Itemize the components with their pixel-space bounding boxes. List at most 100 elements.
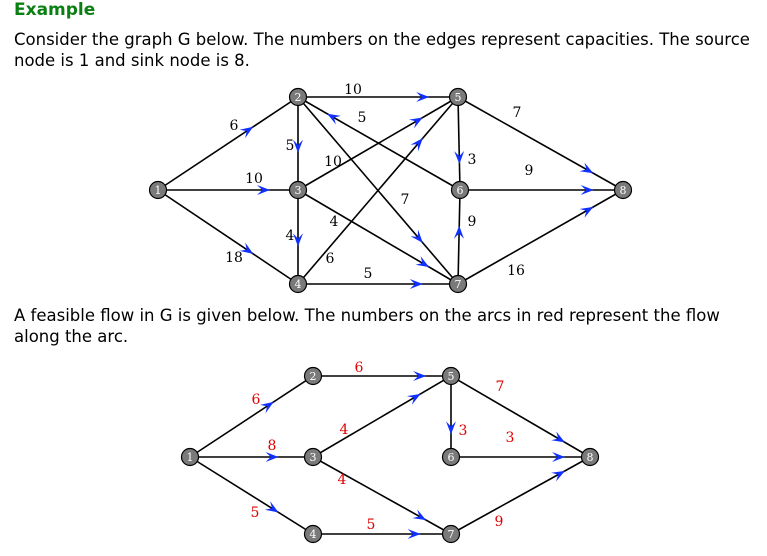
node-7: 7 <box>448 274 468 294</box>
node-2: 2 <box>303 366 323 386</box>
edge-5-8 <box>450 375 591 458</box>
arrowhead-2-5 <box>416 92 430 102</box>
arrowhead-1-4 <box>239 242 254 254</box>
arrowhead-5-8 <box>579 162 594 174</box>
svg-text:2: 2 <box>295 91 302 104</box>
svg-text:2: 2 <box>310 370 317 383</box>
edge-5-8 <box>457 96 624 191</box>
edge-label-6-8: 9 <box>525 163 534 179</box>
node-6: 6 <box>450 180 470 200</box>
svg-text:4: 4 <box>310 528 317 541</box>
svg-text:6: 6 <box>448 451 455 464</box>
svg-text:8: 8 <box>587 451 594 464</box>
arrowhead-5-6 <box>446 421 456 435</box>
edge-label-3-7: 4 <box>338 472 347 488</box>
node-5: 5 <box>441 366 461 386</box>
node-5: 5 <box>448 87 468 107</box>
edge-label-7-8: 9 <box>495 514 504 530</box>
edge-label-3-4: 4 <box>286 228 295 244</box>
edge-label-4-7: 5 <box>367 517 376 533</box>
node-3: 3 <box>303 447 323 467</box>
arrowhead-3-4 <box>293 233 303 247</box>
edge-label-5-8: 7 <box>496 379 505 395</box>
edge-7-8 <box>457 189 624 285</box>
example-title: Example <box>14 0 96 20</box>
edge-label-5-6: 3 <box>468 152 477 168</box>
node-8: 8 <box>613 180 633 200</box>
node-2: 2 <box>288 87 308 107</box>
edge-1-4 <box>189 456 314 535</box>
svg-text:5: 5 <box>448 370 455 383</box>
svg-text:7: 7 <box>455 278 462 291</box>
arrowhead-4-7 <box>409 279 423 289</box>
edge-1-4 <box>157 189 299 285</box>
edge-7-8 <box>450 456 591 535</box>
edge-3-5 <box>312 375 452 458</box>
edge-label-2-3: 5 <box>286 138 295 154</box>
arrowhead-4-7 <box>407 529 421 539</box>
svg-text:4: 4 <box>295 278 302 291</box>
arrowhead-6-8 <box>580 185 594 195</box>
edge-label-3-7: 4 <box>330 214 339 230</box>
arrowhead-6-8 <box>551 452 565 462</box>
node-4: 4 <box>288 274 308 294</box>
edge-label-1-4: 18 <box>225 250 243 266</box>
edge-1-2 <box>189 375 314 458</box>
edge-label-3-5: 4 <box>340 422 349 438</box>
arrowhead-7-8 <box>551 470 565 482</box>
edge-label-7-8: 16 <box>507 263 525 279</box>
svg-text:3: 3 <box>295 184 302 197</box>
edge-label-1-4: 5 <box>251 505 260 521</box>
edge-5-6 <box>457 96 461 191</box>
edge-label-2-5: 10 <box>344 82 362 98</box>
svg-text:6: 6 <box>457 184 464 197</box>
flow-paragraph: A feasible flow in G is given below. The… <box>14 306 720 346</box>
edge-label-2-5: 6 <box>355 360 364 376</box>
svg-text:8: 8 <box>620 184 627 197</box>
node-4: 4 <box>303 524 323 544</box>
edge-4-5 <box>297 96 459 285</box>
arrowhead-4-5 <box>410 138 423 152</box>
svg-text:3: 3 <box>310 451 317 464</box>
arrowhead-5-8 <box>551 431 565 443</box>
node-1: 1 <box>148 180 168 200</box>
svg-text:1: 1 <box>187 451 194 464</box>
edge-1-2 <box>157 96 299 191</box>
edge-3-7 <box>312 456 452 535</box>
node-7: 7 <box>441 524 461 544</box>
intro-paragraph: Consider the graph G below. The numbers … <box>14 30 750 70</box>
arrowhead-3-5 <box>406 393 421 405</box>
edge-3-7 <box>297 189 459 285</box>
node-1: 1 <box>180 447 200 467</box>
arrowhead-2-7 <box>410 229 423 243</box>
arrowhead-3-5 <box>409 117 423 129</box>
arrowhead-7-6 <box>453 225 464 239</box>
edge-label-5-6: 3 <box>459 423 468 439</box>
arrowhead-6-2 <box>327 113 341 125</box>
arrowhead-5-6 <box>454 150 465 164</box>
edge-label-2-7: 7 <box>401 192 410 208</box>
arrowhead-3-7 <box>412 509 427 521</box>
arrowhead-3-7 <box>415 256 430 268</box>
svg-text:5: 5 <box>455 91 462 104</box>
edge-label-1-3: 10 <box>245 171 263 187</box>
arrowhead-1-3 <box>265 452 279 462</box>
edge-label-6-2: 5 <box>358 110 367 126</box>
arrowhead-1-4 <box>264 501 279 513</box>
arrowhead-1-3 <box>257 185 270 195</box>
edge-label-3-5: 10 <box>324 154 342 170</box>
arrowhead-1-2 <box>260 401 274 414</box>
arrowhead-1-2 <box>239 126 254 139</box>
node-6: 6 <box>441 447 461 467</box>
edge-label-5-8: 7 <box>513 105 522 121</box>
svg-text:1: 1 <box>155 184 162 197</box>
edge-label-7-6: 9 <box>468 214 477 230</box>
node-3: 3 <box>288 180 308 200</box>
edge-7-6 <box>457 189 461 285</box>
arrowhead-7-8 <box>579 206 594 218</box>
edge-label-1-2: 6 <box>230 118 239 134</box>
node-8: 8 <box>580 447 600 467</box>
arrowhead-2-3 <box>293 139 303 153</box>
